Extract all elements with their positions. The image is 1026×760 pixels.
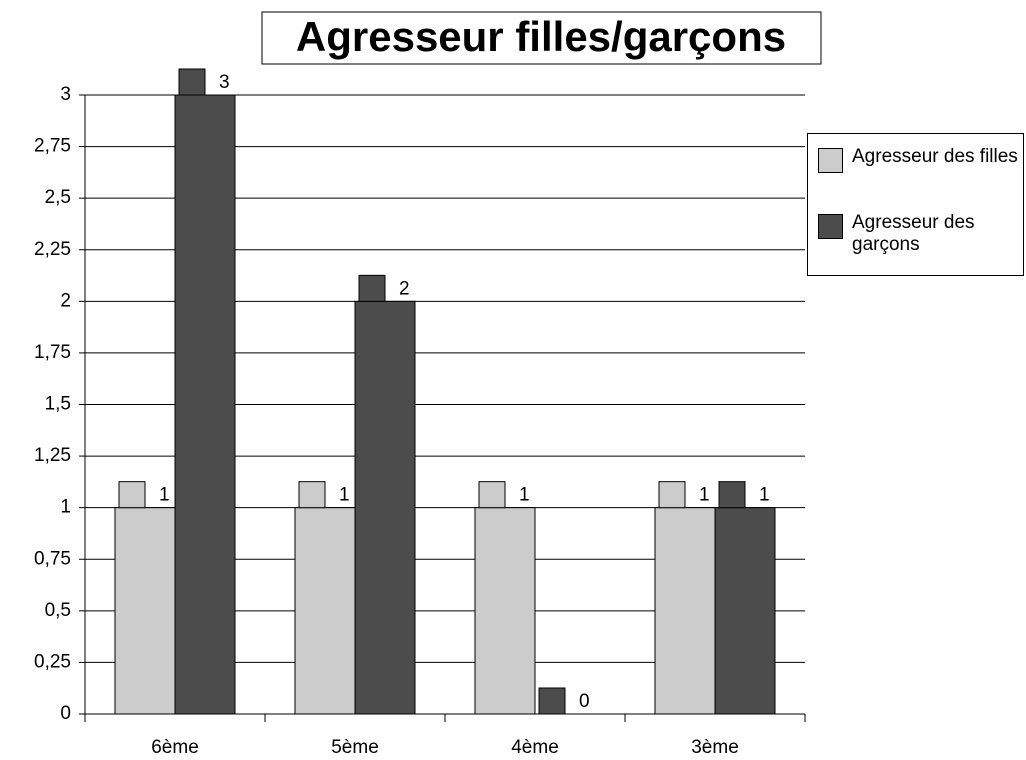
- data-label: 1: [759, 485, 770, 506]
- y-tick-label: 3: [60, 84, 71, 105]
- data-label: 1: [519, 485, 530, 506]
- y-tick-label: 2,25: [34, 239, 71, 260]
- data-label: 1: [159, 485, 170, 506]
- data-label-key: [538, 687, 566, 715]
- y-tick-label: 2,5: [45, 187, 71, 208]
- legend-key: [818, 214, 843, 239]
- y-tick-label: 1,75: [34, 342, 71, 363]
- bar: [174, 94, 236, 715]
- data-label: 0: [579, 691, 590, 712]
- data-label-key: [298, 481, 326, 509]
- bar: [654, 507, 716, 715]
- data-label-key: [718, 481, 746, 509]
- x-tick-label: 5ème: [331, 737, 379, 758]
- bar: [354, 300, 416, 715]
- data-label-key: [658, 481, 686, 509]
- data-label: 3: [219, 72, 230, 93]
- legend-label: Agresseur des garçons: [852, 212, 975, 255]
- y-tick-label: 0,5: [45, 600, 71, 621]
- legend: Agresseur des filles Agresseur des garçon…: [807, 133, 1024, 276]
- data-label-key: [178, 68, 206, 96]
- x-tick-label: 4ème: [511, 737, 559, 758]
- bar: [114, 507, 176, 715]
- y-tick-label: 1: [60, 497, 71, 518]
- y-tick-label: 0,25: [34, 651, 71, 672]
- chart-title: Agresseur filles/garçons: [296, 13, 786, 60]
- data-label-key: [118, 481, 146, 509]
- x-tick-label: 3ème: [691, 737, 739, 758]
- y-tick-label: 0: [60, 703, 71, 724]
- y-tick-label: 0,75: [34, 548, 71, 569]
- data-label-key: [358, 274, 386, 302]
- bar: [714, 507, 776, 715]
- data-label: 1: [699, 485, 710, 506]
- legend-key: [818, 148, 843, 173]
- bar: [294, 507, 356, 715]
- bar: [474, 507, 536, 715]
- y-tick-label: 2,75: [34, 136, 71, 157]
- data-label: 1: [339, 485, 350, 506]
- data-label: 2: [399, 278, 410, 299]
- title-box: [261, 11, 822, 65]
- data-label-key: [478, 481, 506, 509]
- y-tick-label: 1,5: [45, 394, 71, 415]
- legend-label: Agresseur des filles: [852, 146, 1018, 167]
- y-tick-label: 2: [60, 290, 71, 311]
- y-tick-label: 1,25: [34, 445, 71, 466]
- x-tick-label: 6ème: [151, 737, 199, 758]
